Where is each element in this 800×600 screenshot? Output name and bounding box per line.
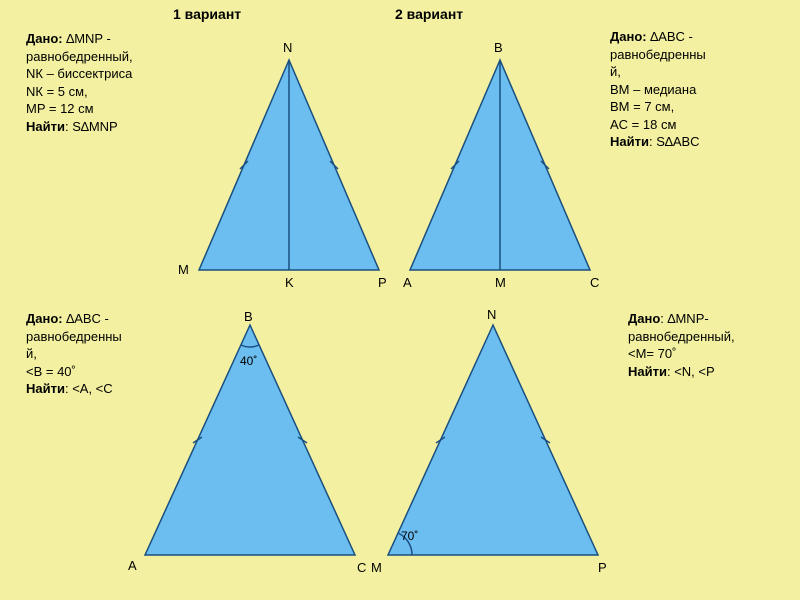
angle-40: 40˚	[240, 354, 257, 368]
line: : ∆MNP-	[660, 311, 708, 326]
line: NК = 5 см,	[26, 84, 88, 99]
angle-70: 70˚	[401, 529, 418, 543]
line: BM = 7 см,	[610, 99, 674, 114]
line: AC = 18 см	[610, 117, 676, 132]
find-val: : <A, <С	[65, 381, 113, 396]
given-label: Дано:	[610, 29, 647, 44]
line: равнобедренны	[610, 47, 706, 62]
line: равнобедренны	[26, 329, 122, 344]
find-val: : <N, <P	[667, 364, 715, 379]
line: й,	[26, 346, 37, 361]
line: равнобедренный,	[26, 49, 133, 64]
find-val: : S∆MNP	[65, 119, 118, 134]
given-label: Дано:	[26, 31, 63, 46]
vertex-K: K	[285, 275, 294, 290]
problem-2-text: Дано: ∆ABC - равнобедренны й, BM – медиа…	[610, 28, 780, 151]
line: MP = 12 см	[26, 101, 94, 116]
vertex-A: A	[128, 558, 137, 573]
vertex-M: M	[495, 275, 506, 290]
problem-1-text: Дано: ∆MNP - равнобедренный, NК – биссек…	[26, 30, 176, 135]
line: NК – биссектриса	[26, 66, 132, 81]
line: ∆ABC -	[650, 29, 693, 44]
find-label: Найти	[26, 119, 65, 134]
variant-1-label: 1 вариант	[173, 6, 243, 22]
triangle-abc-1	[400, 50, 600, 290]
vertex-N: N	[487, 307, 496, 322]
vertex-A: A	[403, 275, 412, 290]
line: <M= 70˚	[628, 346, 676, 361]
vertex-P: P	[598, 560, 607, 575]
vertex-M: M	[178, 262, 189, 277]
vertex-P: P	[378, 275, 387, 290]
vertex-B: B	[244, 309, 253, 324]
line: равнобедренный,	[628, 329, 735, 344]
find-label: Найти	[610, 134, 649, 149]
given-label: Дано:	[26, 311, 63, 326]
find-label: Найти	[26, 381, 65, 396]
line: ∆ABC -	[66, 311, 109, 326]
find-val: : S∆ABC	[649, 134, 700, 149]
line: ∆MNP -	[66, 31, 111, 46]
vertex-B: B	[494, 40, 503, 55]
find-label: Найти	[628, 364, 667, 379]
line: BM – медиана	[610, 82, 696, 97]
vertex-M: M	[371, 560, 382, 575]
problem-4-text: Дано: ∆MNP- равнобедренный, <M= 70˚ Найт…	[628, 310, 798, 380]
vertex-C: C	[590, 275, 599, 290]
variant-2-label: 2 вариант	[395, 6, 465, 22]
vertex-C: C	[357, 560, 366, 575]
vertex-N: N	[283, 40, 292, 55]
given-label: Дано	[628, 311, 660, 326]
line: й,	[610, 64, 621, 79]
line: <B = 40˚	[26, 364, 76, 379]
triangle-mnp-1	[189, 50, 389, 290]
